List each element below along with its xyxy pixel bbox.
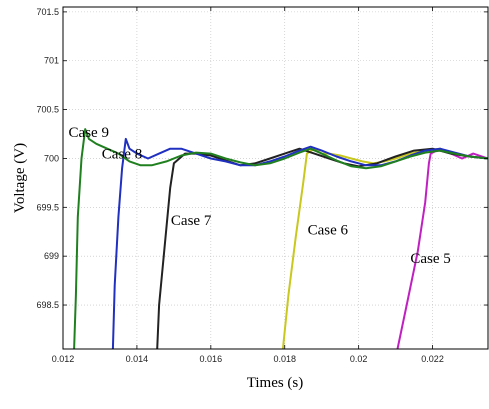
plot-frame [62, 6, 489, 350]
series-layer [73, 128, 488, 349]
x-tick-label: 0.016 [200, 354, 223, 364]
x-tick-label: 0.018 [273, 354, 296, 364]
series-line-4 [73, 128, 488, 349]
tick-marks: 0.012 0.014 0.016 0.018 0.02 0.022 698.5 699 699… [36, 7, 488, 364]
y-axis-title: Voltage (V) [12, 143, 28, 213]
x-tick-label: 0.012 [52, 354, 75, 364]
annotation-label: Case 5 [410, 251, 450, 267]
y-tick-label: 701.5 [36, 7, 59, 17]
series-line-2 [156, 147, 488, 349]
x-tick-label: 0.014 [126, 354, 149, 364]
annotation-label: Case 8 [102, 146, 142, 162]
annotation-label: Case 6 [308, 223, 349, 239]
plot-area [63, 7, 488, 349]
y-tick-label: 700 [44, 153, 59, 163]
x-tick-label: 0.02 [350, 354, 368, 364]
y-tick-label: 699.5 [36, 202, 59, 212]
x-tick-label: 0.022 [421, 354, 444, 364]
y-tick-label: 701 [44, 56, 59, 66]
y-tick-label: 698.5 [36, 300, 59, 310]
annotation-label: Case 7 [171, 213, 212, 229]
case-annotations: Case 9 Case 8 Case 7 Case 6 Case 5 [69, 125, 451, 267]
y-tick-label: 700.5 [36, 105, 59, 115]
y-tick-label: 699 [44, 251, 59, 261]
grid-lines [62, 7, 488, 349]
annotation-label: Case 9 [69, 125, 109, 141]
x-axis-title: Times (s) [247, 375, 304, 391]
